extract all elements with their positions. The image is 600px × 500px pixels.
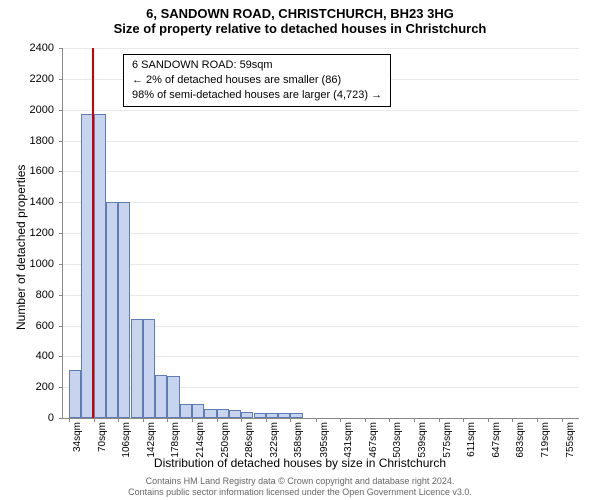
histogram-bar: [204, 409, 216, 418]
info-line-2: ← 2% of detached houses are smaller (86): [132, 73, 382, 88]
gridline: [63, 295, 579, 296]
x-tick-label: 755sqm: [565, 422, 576, 458]
x-tick-label: 142sqm: [146, 422, 157, 458]
y-tick-mark: [59, 79, 63, 80]
histogram-bar: [106, 202, 118, 418]
y-tick-mark: [59, 264, 63, 265]
title-line-1: 6, SANDOWN ROAD, CHRISTCHURCH, BH23 3HG: [0, 6, 600, 21]
histogram-bar: [94, 114, 106, 418]
histogram-bar: [180, 404, 192, 418]
histogram-bar: [167, 376, 179, 418]
histogram-bar: [229, 410, 241, 418]
x-tick-label: 647sqm: [491, 422, 502, 458]
title-line-2: Size of property relative to detached ho…: [0, 21, 600, 36]
histogram-bar: [69, 370, 81, 418]
histogram-bar: [143, 319, 155, 418]
y-tick-label: 600: [14, 320, 54, 332]
gridline: [63, 233, 579, 234]
y-tick-mark: [59, 202, 63, 203]
x-tick-label: 467sqm: [368, 422, 379, 458]
info-line-3: 98% of semi-detached houses are larger (…: [132, 88, 382, 103]
y-tick-label: 200: [14, 381, 54, 393]
y-tick-label: 1400: [14, 196, 54, 208]
y-tick-label: 2400: [14, 42, 54, 54]
histogram-bar: [118, 202, 130, 418]
y-ticks: 0200400600800100012001400160018002000220…: [0, 48, 58, 418]
x-tick-label: 286sqm: [244, 422, 255, 458]
x-tick-label: 34sqm: [72, 422, 83, 452]
x-tick-label: 70sqm: [97, 422, 108, 452]
histogram-bar: [192, 404, 204, 418]
x-tick-label: 358sqm: [293, 422, 304, 458]
chart-container: 6, SANDOWN ROAD, CHRISTCHURCH, BH23 3HG …: [0, 0, 600, 500]
y-tick-label: 0: [14, 412, 54, 424]
titles: 6, SANDOWN ROAD, CHRISTCHURCH, BH23 3HG …: [0, 0, 600, 36]
y-tick-mark: [59, 295, 63, 296]
gridline: [63, 48, 579, 49]
footer: Contains HM Land Registry data © Crown c…: [0, 476, 600, 498]
y-tick-label: 400: [14, 350, 54, 362]
y-tick-mark: [59, 171, 63, 172]
y-tick-label: 2000: [14, 104, 54, 116]
gridline: [63, 264, 579, 265]
x-tick-label: 214sqm: [195, 422, 206, 458]
x-tick-label: 539sqm: [417, 422, 428, 458]
y-tick-label: 1800: [14, 135, 54, 147]
y-tick-mark: [59, 48, 63, 49]
y-tick-mark: [59, 233, 63, 234]
gridline: [63, 171, 579, 172]
x-tick-label: 575sqm: [442, 422, 453, 458]
y-tick-label: 800: [14, 289, 54, 301]
plot-area: 6 SANDOWN ROAD: 59sqm ← 2% of detached h…: [62, 48, 579, 419]
y-tick-mark: [59, 326, 63, 327]
y-tick-label: 1200: [14, 227, 54, 239]
x-axis-title: Distribution of detached houses by size …: [0, 456, 600, 470]
x-tick-label: 395sqm: [319, 422, 330, 458]
histogram-bar: [217, 409, 229, 418]
info-line-1: 6 SANDOWN ROAD: 59sqm: [132, 58, 382, 73]
y-tick-label: 2200: [14, 73, 54, 85]
y-tick-mark: [59, 141, 63, 142]
y-tick-mark: [59, 110, 63, 111]
x-tick-label: 683sqm: [515, 422, 526, 458]
x-tick-label: 719sqm: [540, 422, 551, 458]
x-tick-label: 431sqm: [343, 422, 354, 458]
y-tick-mark: [59, 387, 63, 388]
histogram-bar: [131, 319, 143, 418]
histogram-bar: [155, 375, 167, 418]
y-tick-label: 1000: [14, 258, 54, 270]
x-tick-label: 503sqm: [392, 422, 403, 458]
footer-line-1: Contains HM Land Registry data © Crown c…: [0, 476, 600, 487]
x-tick-label: 322sqm: [269, 422, 280, 458]
indicator-line: [92, 48, 94, 418]
y-tick-label: 1600: [14, 165, 54, 177]
footer-line-2: Contains public sector information licen…: [0, 487, 600, 498]
gridline: [63, 202, 579, 203]
x-tick-label: 178sqm: [170, 422, 181, 458]
x-tick-label: 106sqm: [121, 422, 132, 458]
x-tick-label: 250sqm: [220, 422, 231, 458]
info-box: 6 SANDOWN ROAD: 59sqm ← 2% of detached h…: [123, 54, 391, 107]
gridline: [63, 141, 579, 142]
x-tick-label: 611sqm: [466, 422, 477, 457]
gridline: [63, 110, 579, 111]
y-tick-mark: [59, 356, 63, 357]
